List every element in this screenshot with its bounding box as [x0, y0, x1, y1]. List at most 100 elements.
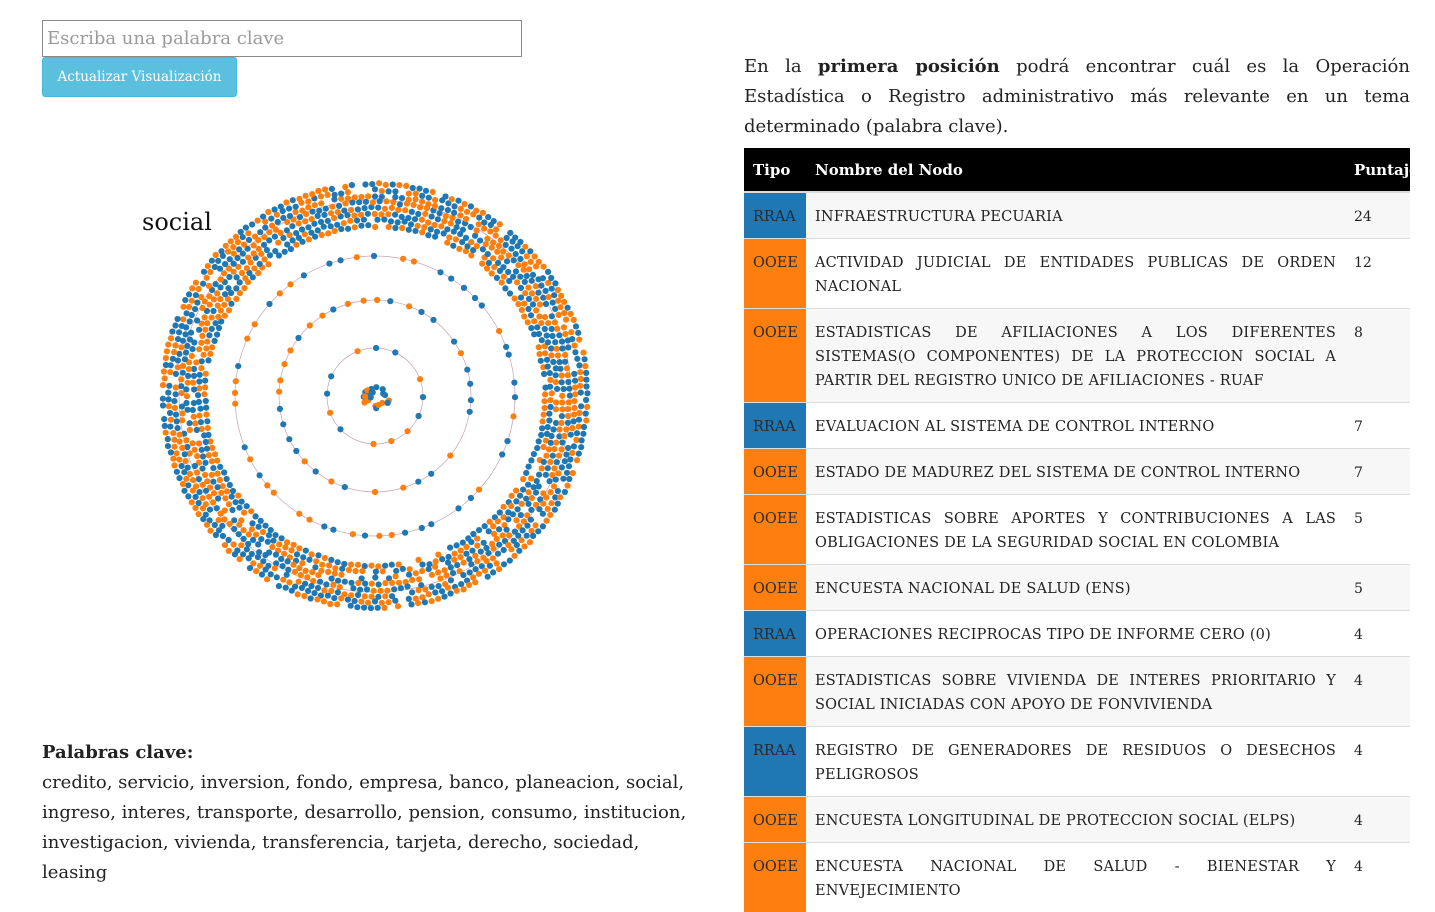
- viz-node[interactable]: [522, 261, 528, 267]
- viz-node[interactable]: [392, 194, 398, 200]
- viz-node[interactable]: [426, 566, 432, 572]
- viz-node[interactable]: [197, 406, 203, 412]
- viz-node[interactable]: [296, 220, 302, 226]
- viz-node[interactable]: [205, 263, 211, 269]
- viz-node[interactable]: [163, 430, 169, 436]
- viz-node[interactable]: [536, 472, 542, 478]
- viz-node[interactable]: [262, 225, 268, 231]
- viz-node[interactable]: [524, 533, 530, 539]
- viz-node[interactable]: [282, 249, 288, 255]
- viz-node[interactable]: [283, 199, 289, 205]
- viz-node[interactable]: [445, 207, 451, 213]
- viz-node[interactable]: [489, 270, 495, 276]
- viz-node[interactable]: [210, 308, 216, 314]
- viz-node[interactable]: [290, 237, 296, 243]
- viz-node[interactable]: [189, 298, 195, 304]
- viz-node[interactable]: [544, 357, 550, 363]
- viz-node[interactable]: [171, 349, 177, 355]
- viz-node[interactable]: [582, 363, 588, 369]
- viz-node[interactable]: [496, 542, 502, 548]
- viz-node[interactable]: [223, 243, 229, 249]
- viz-node[interactable]: [186, 366, 192, 372]
- viz-node[interactable]: [328, 373, 334, 379]
- viz-node[interactable]: [196, 379, 202, 385]
- viz-node[interactable]: [458, 350, 464, 356]
- viz-node[interactable]: [299, 226, 305, 232]
- viz-node[interactable]: [361, 605, 367, 611]
- viz-node[interactable]: [522, 244, 528, 250]
- viz-node[interactable]: [244, 546, 250, 552]
- viz-node[interactable]: [184, 310, 190, 316]
- viz-node[interactable]: [472, 295, 478, 301]
- viz-node[interactable]: [325, 218, 331, 224]
- viz-node[interactable]: [358, 212, 364, 218]
- viz-node[interactable]: [468, 539, 474, 545]
- viz-node[interactable]: [493, 233, 499, 239]
- viz-node[interactable]: [527, 539, 533, 545]
- viz-node[interactable]: [566, 386, 572, 392]
- viz-node[interactable]: [563, 317, 569, 323]
- viz-node[interactable]: [573, 323, 579, 329]
- viz-node[interactable]: [561, 433, 567, 439]
- viz-node[interactable]: [247, 456, 253, 462]
- viz-node[interactable]: [265, 209, 271, 215]
- viz-node[interactable]: [376, 581, 382, 587]
- viz-node[interactable]: [259, 571, 265, 577]
- viz-node[interactable]: [239, 499, 245, 505]
- viz-node[interactable]: [565, 483, 571, 489]
- viz-node[interactable]: [490, 555, 496, 561]
- viz-node[interactable]: [216, 517, 222, 523]
- viz-node[interactable]: [190, 477, 196, 483]
- viz-node[interactable]: [213, 532, 219, 538]
- viz-node[interactable]: [348, 603, 354, 609]
- viz-node[interactable]: [383, 182, 389, 188]
- viz-node[interactable]: [191, 386, 197, 392]
- viz-node[interactable]: [438, 205, 444, 211]
- viz-node[interactable]: [257, 229, 263, 235]
- viz-node[interactable]: [476, 221, 482, 227]
- viz-node[interactable]: [226, 501, 232, 507]
- viz-node[interactable]: [413, 191, 419, 197]
- viz-node[interactable]: [345, 195, 351, 201]
- viz-node[interactable]: [251, 242, 257, 248]
- viz-node[interactable]: [318, 193, 324, 199]
- viz-node[interactable]: [423, 188, 429, 194]
- viz-node[interactable]: [231, 541, 237, 547]
- viz-node[interactable]: [172, 405, 178, 411]
- viz-node[interactable]: [385, 211, 391, 217]
- viz-node[interactable]: [246, 237, 252, 243]
- viz-node[interactable]: [539, 465, 545, 471]
- viz-node[interactable]: [299, 585, 305, 591]
- viz-node[interactable]: [547, 512, 553, 518]
- viz-node[interactable]: [301, 272, 307, 278]
- viz-node[interactable]: [338, 257, 344, 263]
- viz-node[interactable]: [209, 315, 215, 321]
- viz-node[interactable]: [517, 274, 523, 280]
- viz-node[interactable]: [231, 251, 237, 257]
- viz-node[interactable]: [214, 458, 220, 464]
- viz-node[interactable]: [282, 544, 288, 550]
- header-puntaje[interactable]: Puntaje: [1345, 148, 1410, 192]
- viz-node[interactable]: [179, 410, 185, 416]
- viz-node[interactable]: [203, 411, 209, 417]
- viz-node[interactable]: [287, 213, 293, 219]
- viz-node[interactable]: [547, 397, 553, 403]
- viz-node[interactable]: [538, 358, 544, 364]
- viz-node[interactable]: [405, 428, 411, 434]
- viz-node[interactable]: [410, 185, 416, 191]
- viz-node[interactable]: [409, 209, 415, 215]
- viz-node[interactable]: [574, 430, 580, 436]
- viz-node[interactable]: [350, 585, 356, 591]
- viz-node[interactable]: [419, 199, 425, 205]
- viz-node[interactable]: [406, 197, 412, 203]
- viz-node[interactable]: [512, 394, 518, 400]
- viz-node[interactable]: [583, 370, 589, 376]
- viz-node[interactable]: [287, 281, 293, 287]
- viz-node[interactable]: [584, 404, 590, 410]
- viz-node[interactable]: [221, 469, 227, 475]
- viz-node[interactable]: [194, 453, 200, 459]
- viz-node[interactable]: [226, 274, 232, 280]
- viz-node[interactable]: [290, 197, 296, 203]
- viz-node[interactable]: [262, 552, 268, 558]
- viz-node[interactable]: [189, 285, 195, 291]
